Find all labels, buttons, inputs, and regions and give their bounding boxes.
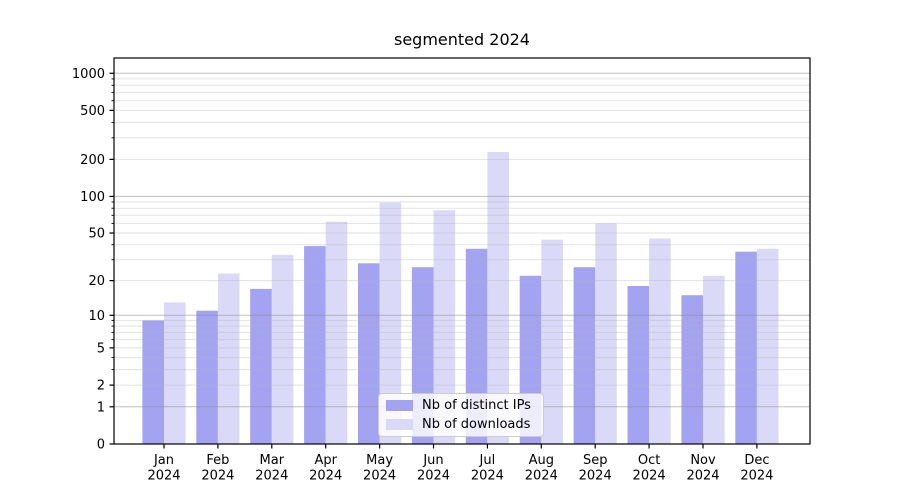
x-tick-label: Jan	[153, 453, 174, 468]
bar	[196, 310, 218, 444]
bar	[433, 210, 456, 444]
bar	[487, 152, 509, 444]
bar	[595, 223, 617, 444]
bar	[573, 267, 596, 444]
bar	[250, 288, 272, 444]
x-tick-year-label: 2024	[525, 469, 558, 484]
y-tick-label: 10	[88, 309, 105, 324]
y-tick-label: 1000	[72, 67, 105, 82]
x-tick-label: Feb	[206, 453, 229, 468]
plot-border	[113, 57, 811, 445]
bar	[735, 251, 757, 444]
legend-swatch-distinct-ips	[386, 400, 413, 412]
y-tick-label: 2	[97, 379, 105, 394]
y-tick-label: 1	[97, 400, 105, 415]
y-tick-label: 100	[80, 190, 105, 205]
x-tick-label: Jun	[422, 453, 443, 468]
bar	[703, 275, 725, 444]
legend-item-distinct-ips: Nb of distinct IPs	[386, 397, 536, 414]
bar	[541, 239, 563, 444]
x-tick-year-label: 2024	[579, 469, 612, 484]
legend-item-downloads: Nb of downloads	[386, 416, 536, 433]
x-tick-year-label: 2024	[471, 469, 504, 484]
x-tick-label: Oct	[638, 453, 660, 468]
bar	[756, 248, 779, 444]
x-tick-year-label: 2024	[633, 469, 666, 484]
x-tick-label: Mar	[260, 453, 285, 468]
bar	[649, 238, 671, 444]
chart-title: segmented 2024	[394, 30, 530, 49]
x-tick-year-label: 2024	[417, 469, 450, 484]
x-tick-year-label: 2024	[255, 469, 288, 484]
x-tick-year-label: 2024	[147, 469, 180, 484]
bar	[164, 302, 186, 444]
x-tick-label: Dec	[744, 453, 769, 468]
legend-label-distinct-ips: Nb of distinct IPs	[422, 398, 531, 414]
x-tick-year-label: 2024	[686, 469, 719, 484]
bar	[627, 286, 650, 444]
y-tick-label: 20	[88, 274, 105, 289]
x-tick-label: Nov	[690, 453, 716, 468]
x-tick-year-label: 2024	[309, 469, 342, 484]
y-tick-label: 5	[97, 341, 105, 356]
x-tick-label: Jul	[479, 453, 496, 468]
x-tick-year-label: 2024	[363, 469, 396, 484]
y-tick-label: 0	[97, 438, 105, 453]
y-tick-label: 200	[80, 153, 105, 168]
bar	[325, 221, 348, 444]
x-tick-label: Aug	[529, 453, 554, 468]
bar	[271, 254, 294, 444]
bar	[142, 320, 164, 444]
legend: Nb of distinct IPs Nb of downloads	[378, 393, 544, 437]
x-tick-year-label: 2024	[740, 469, 773, 484]
x-tick-year-label: 2024	[201, 469, 234, 484]
bar	[304, 246, 326, 444]
y-tick-label: 50	[88, 227, 105, 242]
y-tick-label: 500	[80, 104, 105, 119]
legend-label-downloads: Nb of downloads	[422, 416, 531, 432]
legend-swatch-downloads	[386, 418, 413, 430]
x-tick-label: Apr	[314, 453, 337, 468]
x-tick-label: May	[366, 453, 393, 468]
x-tick-label: Sep	[583, 453, 608, 468]
bar	[379, 202, 402, 444]
bar	[358, 263, 380, 444]
bar	[217, 273, 240, 444]
